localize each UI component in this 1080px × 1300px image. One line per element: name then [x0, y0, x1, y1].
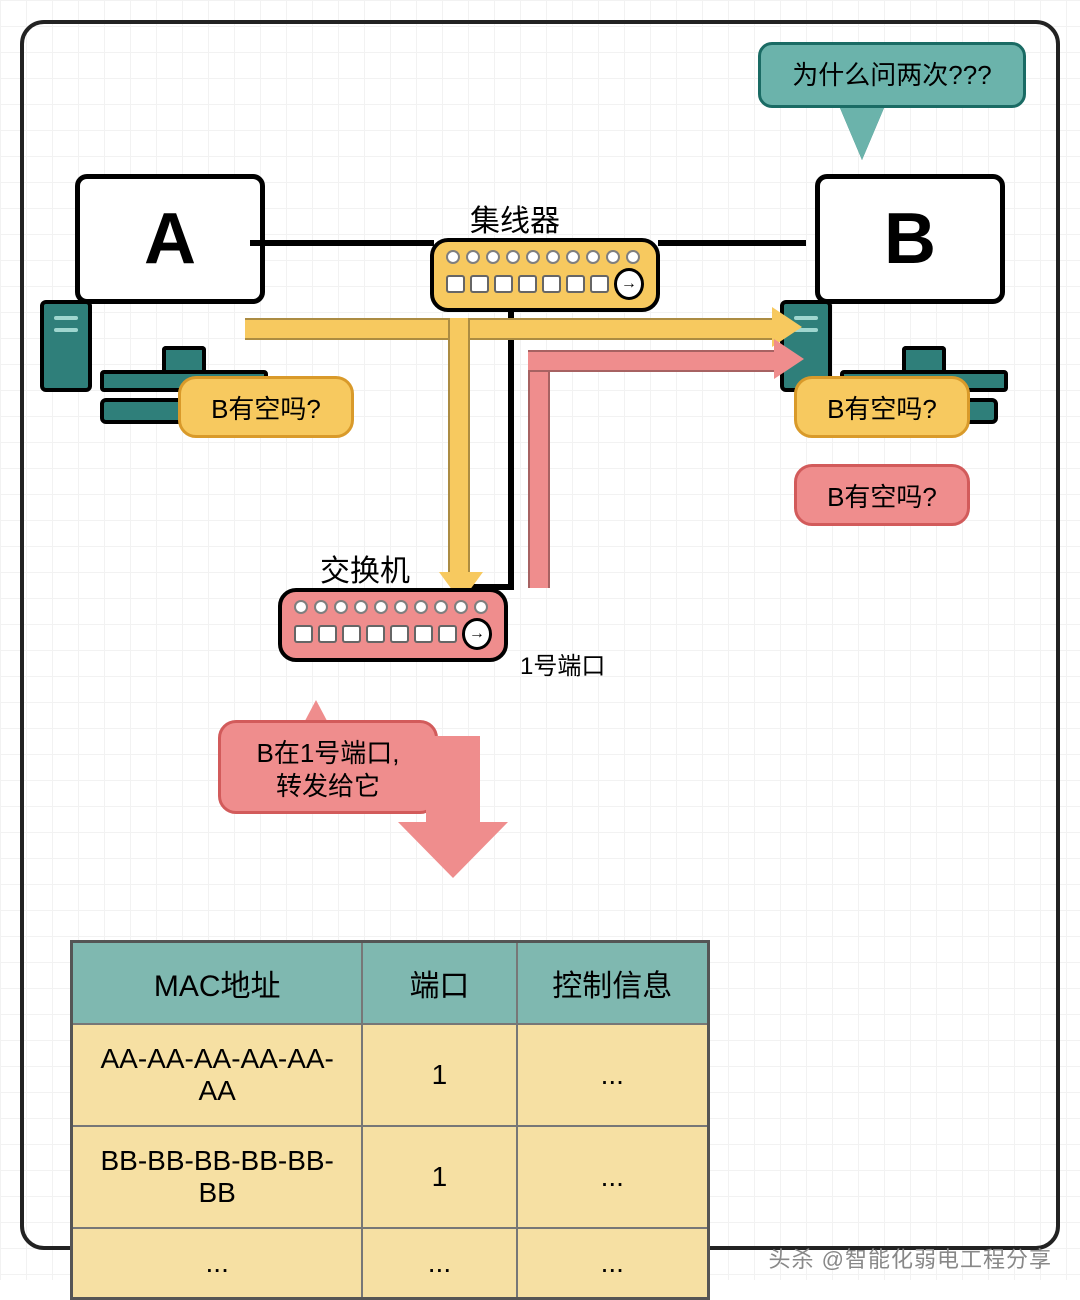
table-row: AA-AA-AA-AA-AA-AA1... — [72, 1024, 709, 1126]
table-cell: 1 — [362, 1126, 516, 1228]
mac-address-table: MAC地址端口控制信息 AA-AA-AA-AA-AA-AA1...BB-BB-B… — [70, 940, 710, 1300]
table-cell: ... — [517, 1228, 709, 1299]
tower-icon — [40, 300, 92, 392]
table-header-cell: 端口 — [362, 942, 516, 1025]
wire-hub-to-b — [658, 240, 806, 246]
power-icon: → — [614, 268, 644, 300]
monitor: B — [815, 174, 1005, 304]
wire-hub-down — [508, 310, 514, 588]
port-1-label: 1号端口 — [520, 646, 605, 681]
bubble-text: B有空吗? — [827, 482, 937, 512]
big-arrow-down — [398, 736, 508, 878]
bubble-tail — [840, 108, 884, 160]
table-cell: ... — [517, 1126, 709, 1228]
wire-a-to-hub — [250, 240, 434, 246]
bubble-text-line1: B在1号端口, — [256, 738, 399, 768]
computer-label: B — [820, 179, 1000, 299]
table-cell: ... — [72, 1228, 363, 1299]
watermark-text: 头杀 @智能化弱电工程分享 — [769, 1242, 1052, 1274]
table-cell: BB-BB-BB-BB-BB-BB — [72, 1126, 363, 1228]
table-header-cell: 控制信息 — [517, 942, 709, 1025]
hub-label: 集线器 — [470, 196, 560, 240]
hub-device: → — [430, 238, 660, 312]
computer-label: A — [80, 179, 260, 299]
table-cell: ... — [362, 1228, 516, 1299]
speech-bubble-why-twice: 为什么问两次??? — [758, 42, 1026, 108]
table-row: ......... — [72, 1228, 709, 1299]
bubble-left-yellow: B有空吗? — [178, 376, 354, 438]
switch-label: 交换机 — [320, 546, 410, 590]
bubble-right-pink: B有空吗? — [794, 464, 970, 526]
bubble-text: B有空吗? — [211, 394, 321, 424]
table-header-row: MAC地址端口控制信息 — [72, 942, 709, 1025]
table-header-cell: MAC地址 — [72, 942, 363, 1025]
power-icon: → — [462, 618, 492, 650]
bubble-text: B有空吗? — [827, 394, 937, 424]
bubble-right-yellow: B有空吗? — [794, 376, 970, 438]
switch-device: → — [278, 588, 508, 662]
bubble-text-line2: 转发给它 — [276, 771, 380, 801]
diagram-canvas: 为什么问两次??? A B 集线器 — [0, 0, 1080, 1280]
table-cell: ... — [517, 1024, 709, 1126]
table-cell: 1 — [362, 1024, 516, 1126]
monitor: A — [75, 174, 265, 304]
table-row: BB-BB-BB-BB-BB-BB1... — [72, 1126, 709, 1228]
bubble-text: 为什么问两次??? — [792, 60, 991, 90]
table-cell: AA-AA-AA-AA-AA-AA — [72, 1024, 363, 1126]
